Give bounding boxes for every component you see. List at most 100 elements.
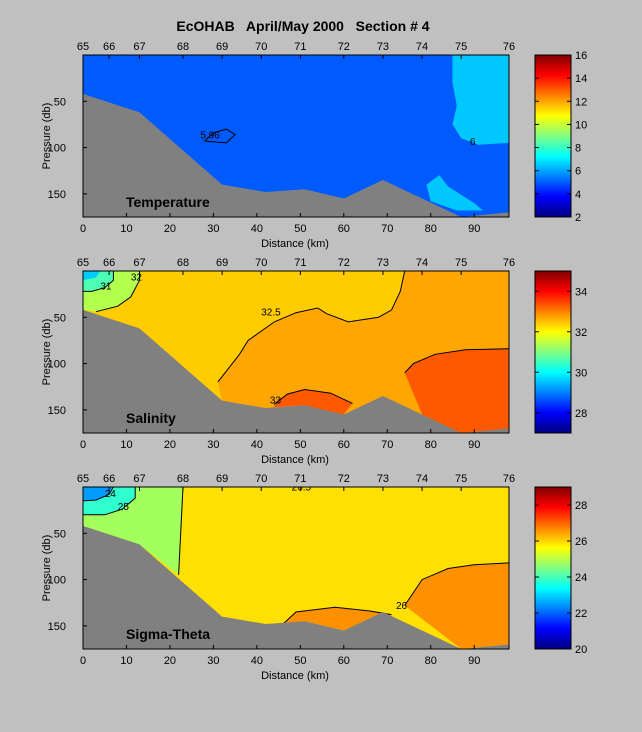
colorbar-tick-label-3: 32 bbox=[575, 327, 587, 339]
x-tick-label-7: 60 bbox=[338, 655, 350, 667]
colorbar bbox=[534, 486, 572, 650]
station-label-70: 70 bbox=[255, 41, 267, 53]
x-tick-label-3: 20 bbox=[164, 223, 176, 235]
y-tick-label-2: 100 bbox=[48, 575, 66, 587]
station-label-68: 68 bbox=[177, 41, 189, 53]
x-tick-label-6: 50 bbox=[294, 439, 306, 451]
x-tick-label-6: 50 bbox=[294, 655, 306, 667]
panel-1: 5.96 6 Temperature 0 10 20 30 40 50 60 70 80 90 50 100… bbox=[41, 41, 587, 250]
station-label-68: 68 bbox=[177, 473, 189, 485]
contour-line-1 bbox=[178, 487, 184, 575]
colorbar-tick-label-2: 4 bbox=[575, 189, 581, 201]
panel-label: Sigma-Theta bbox=[126, 626, 210, 642]
y-tick-label-2: 100 bbox=[48, 359, 66, 371]
colorbar-tick-label-4: 26 bbox=[575, 536, 587, 548]
contour-line-5 bbox=[83, 271, 114, 292]
contour-label-3: 32 bbox=[131, 272, 143, 283]
x-axis-label: Distance (km) bbox=[261, 454, 329, 466]
contour-line-4 bbox=[95, 271, 140, 313]
x-tick-label-9: 80 bbox=[425, 439, 437, 451]
contour-line-2 bbox=[404, 348, 509, 374]
station-label-65: 65 bbox=[77, 41, 89, 53]
colorbar-tick-label-4: 8 bbox=[575, 143, 581, 155]
colorbar-tick-label-3: 6 bbox=[575, 166, 581, 178]
station-label-69: 69 bbox=[216, 473, 228, 485]
station-label-76: 76 bbox=[503, 41, 515, 53]
y-tick-label-3: 150 bbox=[48, 405, 66, 417]
seafloor-bottom bbox=[83, 93, 509, 217]
x-tick-label-1: 0 bbox=[80, 439, 86, 451]
colorbar-tick-label-1: 20 bbox=[575, 644, 587, 656]
x-tick-label-4: 30 bbox=[207, 223, 219, 235]
plot-frame bbox=[82, 54, 510, 218]
station-label-66: 66 bbox=[103, 257, 115, 269]
colorbar-tick-label-2: 22 bbox=[575, 608, 587, 620]
contour-label-1: 32.5 bbox=[261, 307, 281, 318]
station-label-67: 67 bbox=[133, 41, 145, 53]
x-tick-label-8: 70 bbox=[381, 439, 393, 451]
colorbar-tick-label-6: 12 bbox=[575, 96, 587, 108]
station-label-70: 70 bbox=[255, 257, 267, 269]
station-label-65: 65 bbox=[77, 473, 89, 485]
x-tick-label-7: 60 bbox=[338, 223, 350, 235]
x-tick-label-10: 90 bbox=[468, 223, 480, 235]
station-label-72: 72 bbox=[338, 473, 350, 485]
colorbar bbox=[534, 270, 572, 434]
colorbar-tick-label-5: 28 bbox=[575, 500, 587, 512]
colorbar-tick-label-1: 2 bbox=[575, 212, 581, 224]
colorbar-tick-label-5: 10 bbox=[575, 119, 587, 131]
plot-frame bbox=[82, 486, 510, 650]
station-label-66: 66 bbox=[103, 41, 115, 53]
field-region-2 bbox=[404, 348, 509, 433]
station-label-76: 76 bbox=[503, 257, 515, 269]
x-tick-label-5: 40 bbox=[251, 223, 263, 235]
contour-label-2: 31 bbox=[100, 282, 112, 293]
field-region-4 bbox=[404, 562, 509, 649]
field-region-1 bbox=[452, 55, 509, 145]
contour-label-4: 26 bbox=[396, 601, 408, 612]
colorbar-tick-label-3: 24 bbox=[575, 572, 587, 584]
y-axis-label: Pressure (db) bbox=[41, 319, 53, 386]
station-label-73: 73 bbox=[377, 257, 389, 269]
y-tick-label-2: 100 bbox=[48, 143, 66, 155]
colorbar-tick-label-7: 14 bbox=[575, 73, 587, 85]
station-label-71: 71 bbox=[294, 257, 306, 269]
plot-frame bbox=[82, 270, 510, 434]
station-label-74: 74 bbox=[416, 41, 428, 53]
contour-line-1 bbox=[217, 271, 406, 383]
y-tick-label-1: 50 bbox=[54, 312, 66, 324]
seafloor-bottom bbox=[83, 309, 509, 433]
station-label-72: 72 bbox=[338, 41, 350, 53]
figure-title: EcOHAB April/May 2000 Section # 4 bbox=[176, 18, 429, 34]
x-tick-label-5: 40 bbox=[251, 655, 263, 667]
x-tick-label-3: 20 bbox=[164, 439, 176, 451]
station-label-67: 67 bbox=[133, 473, 145, 485]
station-label-73: 73 bbox=[377, 41, 389, 53]
panel-2: 32.5 31 32 33 Salinity 0 10 20 30 40 50 60 70 80 90 50 1… bbox=[41, 257, 587, 466]
field-region-2 bbox=[426, 175, 483, 211]
x-tick-label-10: 90 bbox=[468, 655, 480, 667]
field-region-5 bbox=[283, 607, 392, 631]
station-label-70: 70 bbox=[255, 473, 267, 485]
x-tick-label-3: 20 bbox=[164, 655, 176, 667]
x-tick-label-4: 30 bbox=[207, 439, 219, 451]
panel-label: Salinity bbox=[126, 410, 176, 426]
station-label-76: 76 bbox=[503, 473, 515, 485]
contour-line-3 bbox=[282, 606, 392, 625]
x-tick-label-2: 10 bbox=[120, 655, 132, 667]
y-tick-label-1: 50 bbox=[54, 528, 66, 540]
x-tick-label-6: 50 bbox=[294, 223, 306, 235]
y-axis-label: Pressure (db) bbox=[41, 535, 53, 602]
station-label-69: 69 bbox=[216, 41, 228, 53]
station-label-75: 75 bbox=[455, 473, 467, 485]
colorbar-tick-label-1: 28 bbox=[575, 408, 587, 420]
x-tick-label-8: 70 bbox=[381, 655, 393, 667]
x-tick-label-5: 40 bbox=[251, 439, 263, 451]
station-label-72: 72 bbox=[338, 257, 350, 269]
x-tick-label-9: 80 bbox=[425, 655, 437, 667]
contour-label-1: 5.96 bbox=[200, 130, 220, 141]
colorbar-tick-label-4: 34 bbox=[575, 286, 587, 298]
x-tick-label-4: 30 bbox=[207, 655, 219, 667]
x-tick-label-2: 10 bbox=[120, 439, 132, 451]
